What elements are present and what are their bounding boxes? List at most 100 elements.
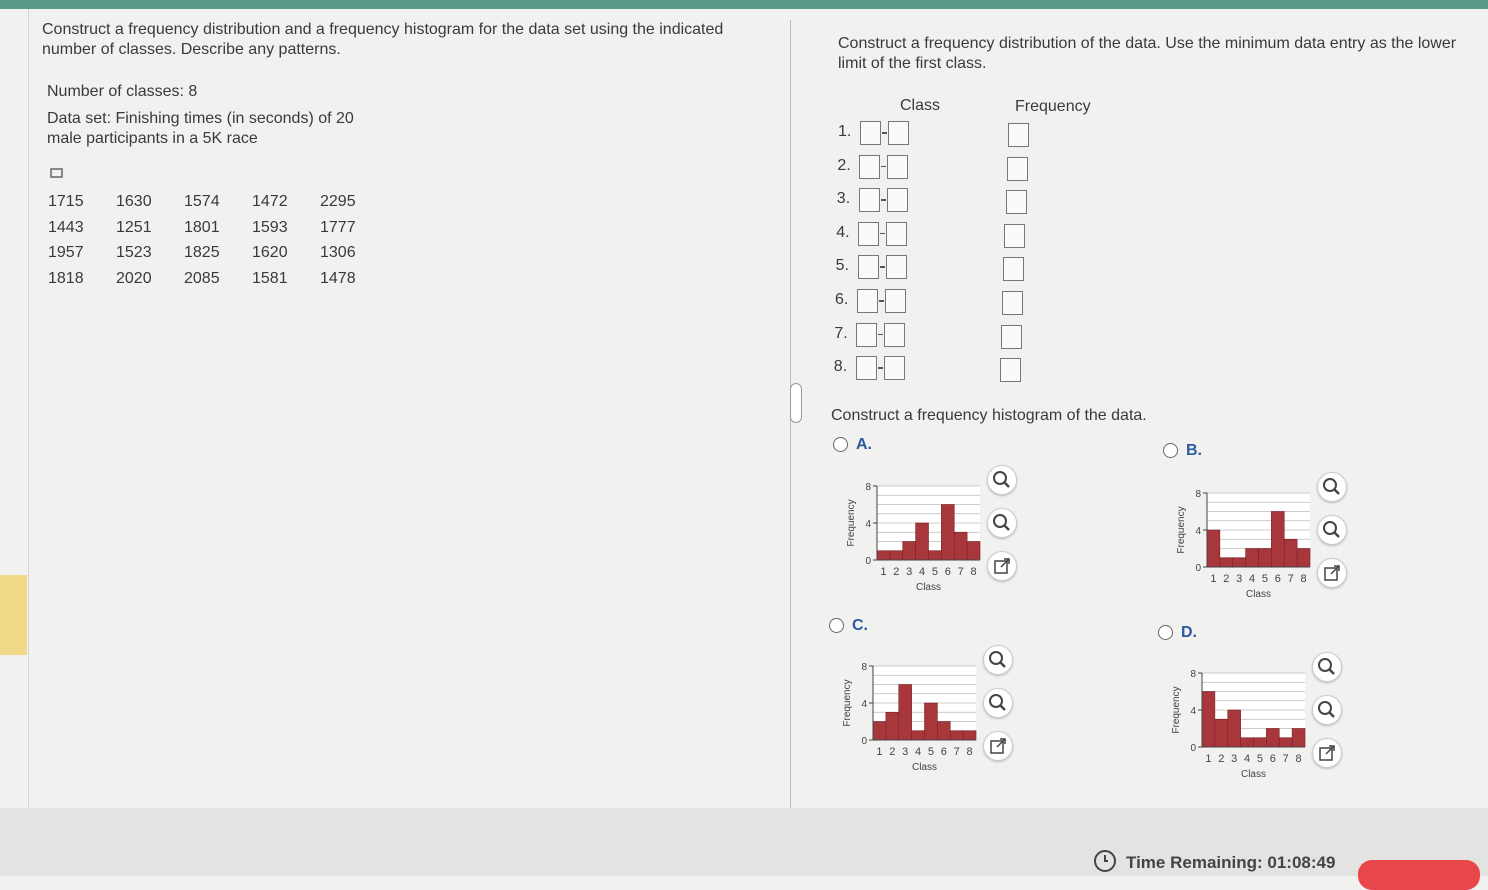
zoom-in-button[interactable] (1317, 472, 1347, 502)
row-number: 4. (836, 223, 850, 241)
handle (1333, 488, 1340, 495)
bar (1283, 538, 1298, 568)
zoom-out-button[interactable] (987, 508, 1017, 538)
x-axis-label: Class (912, 762, 937, 773)
lower-limit-input[interactable] (859, 154, 881, 179)
table-cell: 2020 (116, 269, 152, 287)
x-tick-label: 4 (1244, 753, 1250, 765)
zoom-in-button[interactable] (1312, 652, 1342, 682)
y-tick-label: 4 (865, 519, 871, 530)
upper-limit-input[interactable] (886, 221, 908, 246)
open-popup-button[interactable] (987, 551, 1017, 581)
zoom-out-icon (1323, 521, 1340, 538)
zoom-out-button[interactable] (1317, 515, 1347, 545)
upper-limit-input[interactable] (888, 121, 909, 145)
upper-limit-input[interactable] (885, 289, 906, 313)
separator (878, 333, 884, 336)
clock-icon (1094, 850, 1116, 872)
table-cell: 1574 (184, 193, 220, 210)
separator (879, 300, 884, 302)
zoom-out-button[interactable] (983, 688, 1013, 718)
frequency-input[interactable] (1003, 257, 1025, 282)
frequency-input[interactable] (1008, 123, 1029, 147)
bar (885, 711, 900, 741)
table-cell: 2295 (320, 193, 356, 210)
x-tick-label: 7 (1288, 573, 1294, 585)
x-tick-label: 2 (1218, 753, 1224, 765)
upper-limit-input[interactable] (886, 188, 908, 213)
lower-limit-input[interactable] (858, 221, 880, 246)
bar (1214, 718, 1229, 748)
lens (989, 651, 1003, 665)
table-cell: 1523 (116, 244, 152, 261)
next-button[interactable] (1358, 860, 1480, 890)
frame (1324, 567, 1338, 581)
open-popup-button[interactable] (1312, 738, 1342, 768)
bar (1296, 548, 1311, 568)
upper-limit-input[interactable] (883, 356, 905, 381)
frequency-input[interactable] (1002, 291, 1023, 315)
x-tick-label: 3 (1236, 573, 1242, 585)
radio-button[interactable] (829, 618, 844, 633)
open-popup-button[interactable] (983, 731, 1013, 761)
zoom-out-button[interactable] (1312, 695, 1342, 725)
frequency-header: Frequency (1015, 98, 1091, 115)
frequency-input[interactable] (1006, 156, 1028, 181)
copy-icon[interactable] (50, 167, 66, 181)
open-popup-icon (990, 738, 1006, 754)
table-cell: 1818 (48, 269, 84, 287)
bar (1206, 529, 1221, 568)
open-popup-icon (994, 558, 1010, 574)
frame (1319, 747, 1333, 761)
zoom-in-button[interactable] (983, 645, 1013, 675)
bar (953, 531, 968, 561)
frequency-input[interactable] (1005, 190, 1027, 215)
lower-limit-input[interactable] (857, 289, 878, 313)
data-table: 1715 1630 1574 1472 2295 1443 1251 1801 1593 1777… (48, 192, 388, 292)
bar (924, 702, 938, 741)
lower-limit-input[interactable] (860, 121, 881, 145)
row-number: 6. (835, 291, 849, 308)
y-tick-label: 0 (865, 556, 871, 567)
open-popup-button[interactable] (1317, 558, 1347, 588)
y-tick-label: 8 (865, 482, 871, 493)
footer-bar (0, 808, 1488, 876)
bar (872, 721, 887, 741)
upper-limit-input[interactable] (885, 255, 907, 280)
table-cell: 1957 (48, 244, 84, 261)
x-tick-label: 3 (1231, 753, 1237, 765)
zoom-in-button[interactable] (987, 465, 1017, 495)
lower-limit-input[interactable] (856, 322, 878, 347)
frequency-input[interactable] (1000, 324, 1022, 349)
radio-button[interactable] (833, 437, 848, 452)
instruction-2: Construct a frequency histogram of the d… (831, 407, 1147, 424)
divider-handle[interactable] (790, 383, 802, 423)
handle (1003, 524, 1010, 531)
bar (1253, 737, 1267, 748)
lower-limit-input[interactable] (857, 255, 879, 280)
frequency-input[interactable] (999, 358, 1021, 383)
lower-limit-input[interactable] (858, 188, 880, 213)
lower-limit-input[interactable] (855, 356, 877, 381)
row-number: 5. (835, 257, 849, 275)
table-cell: 1443 (48, 218, 84, 236)
x-tick-label: 1 (1205, 753, 1211, 765)
x-tick-label: 7 (1283, 753, 1289, 765)
x-tick-label: 8 (1301, 573, 1307, 585)
upper-limit-input[interactable] (884, 322, 906, 347)
bar (1232, 557, 1246, 568)
bar (898, 684, 912, 741)
radio-button[interactable] (1158, 625, 1173, 640)
upper-limit-input[interactable] (887, 154, 909, 179)
x-tick-label: 4 (919, 566, 925, 578)
frequency-input[interactable] (1004, 223, 1026, 248)
bar (915, 522, 929, 561)
option-label: A. (856, 436, 872, 453)
x-tick-label: 6 (1270, 753, 1276, 765)
bar (1291, 728, 1306, 748)
row-number: 8. (833, 358, 848, 376)
radio-button[interactable] (1163, 443, 1178, 458)
x-tick-label: 5 (1257, 753, 1263, 765)
